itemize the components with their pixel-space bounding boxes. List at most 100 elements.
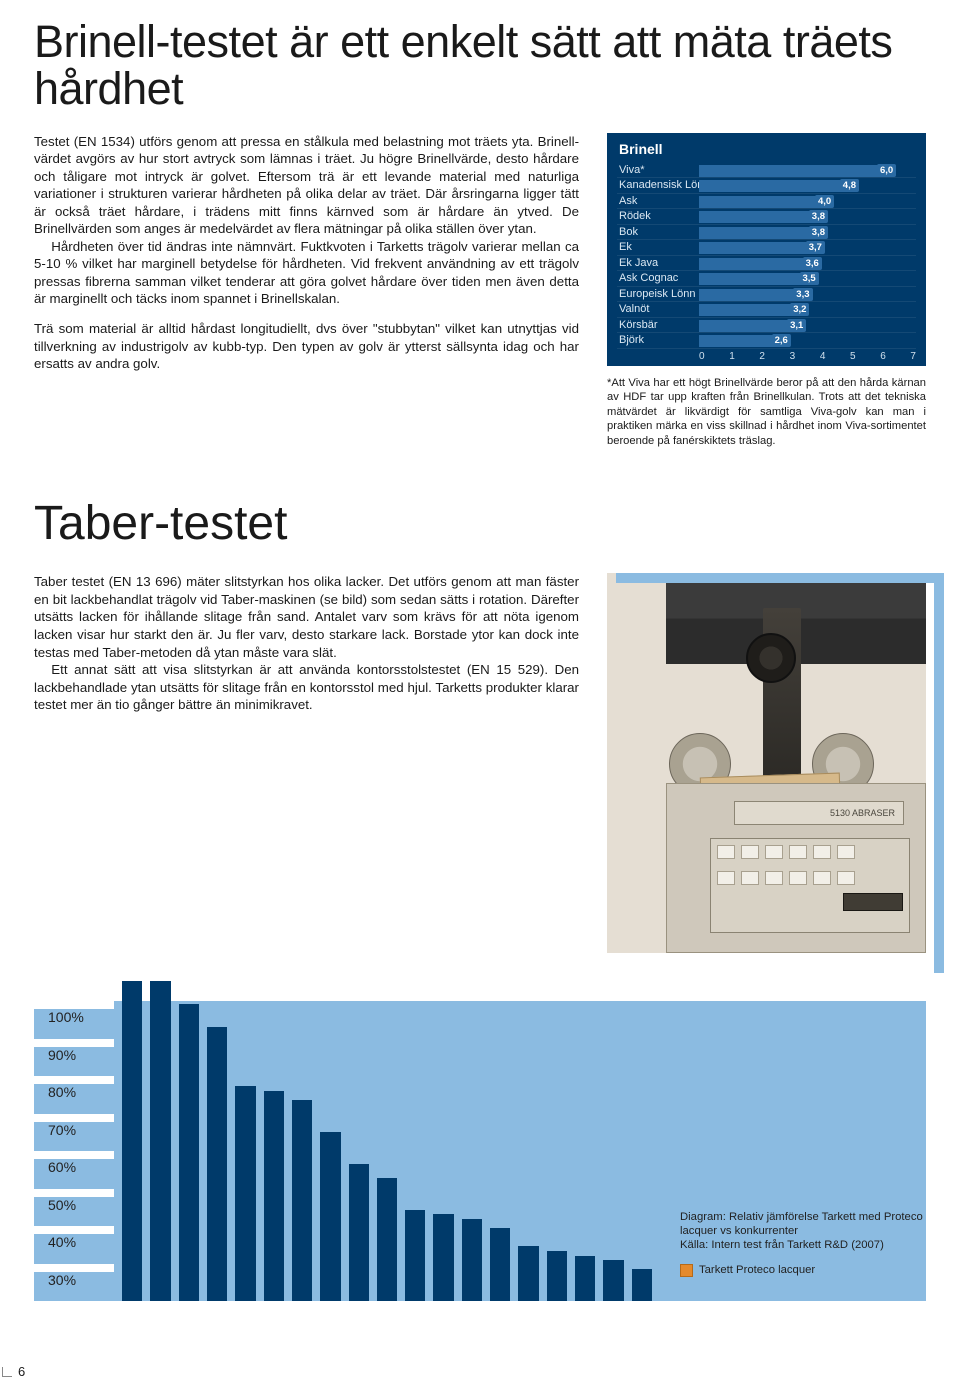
brinell-bar xyxy=(699,180,848,192)
brinell-row: Europeisk Lönn3,3 xyxy=(617,287,916,303)
brinell-row-label: Ask Cognac xyxy=(617,272,699,284)
bottom-bar xyxy=(150,981,170,1301)
brinell-chart-column: Brinell Viva*6,0Kanadensisk Lönn4,8Ask4,… xyxy=(607,133,926,449)
brinell-row: Kanadensisk Lönn4,8 xyxy=(617,178,916,194)
bottom-bar xyxy=(292,1100,312,1301)
brinell-row-label: Bok xyxy=(617,226,699,238)
brinell-footnote: *Att Viva har ett högt Brinellvärde bero… xyxy=(607,376,926,449)
brinell-value: 3,5 xyxy=(800,272,819,285)
bottom-bar xyxy=(433,1214,453,1301)
brinell-row: Bok3,8 xyxy=(617,225,916,241)
brinell-p3: Trä som material är alltid hårdast longi… xyxy=(34,320,579,373)
brinell-row-label: Ek xyxy=(617,241,699,253)
brinell-row: Ek 3,7 xyxy=(617,240,916,256)
brinell-bar-track: 3,3 xyxy=(699,287,916,302)
brinell-row-label: Ask xyxy=(617,195,699,207)
crop-mark-icon xyxy=(2,1367,12,1377)
brinell-bar-track: 6,0 xyxy=(699,163,916,178)
brinell-value: 6,0 xyxy=(877,164,896,177)
brinell-bar-track: 3,8 xyxy=(699,209,916,224)
bottom-bar xyxy=(575,1256,595,1302)
brinell-rows: Viva*6,0Kanadensisk Lönn4,8Ask4,0Rödek3,… xyxy=(617,163,916,349)
brinell-value: 3,7 xyxy=(806,241,825,254)
brinell-bar-track: 3,7 xyxy=(699,240,916,255)
y-tick: 60% xyxy=(34,1151,114,1189)
brinell-bar xyxy=(699,289,801,301)
brinell-chart-title: Brinell xyxy=(617,141,916,157)
brinell-x-tick: 4 xyxy=(820,351,826,362)
legend-line: Källa: Intern test från Tarkett R&D (200… xyxy=(680,1238,930,1252)
brinell-value: 2,6 xyxy=(772,334,791,347)
bottom-bar xyxy=(122,981,142,1301)
brinell-row: Viva* 6,0 xyxy=(617,163,916,179)
brinell-row: Ask 4,0 xyxy=(617,194,916,210)
brinell-row: Ask Cognac 3,5 xyxy=(617,271,916,287)
bottom-bar xyxy=(377,1178,397,1301)
page-title: Brinell-testet är ett enkelt sätt att mä… xyxy=(34,18,926,113)
taber-row: Taber testet (EN 13 696) mäter slitstyrk… xyxy=(34,573,926,953)
brinell-row-label: Kanadensisk Lönn xyxy=(617,179,699,191)
brinell-bar-track: 3,2 xyxy=(699,302,916,317)
brinell-text-column: Testet (EN 1534) utförs genom att pressa… xyxy=(34,133,579,449)
brinell-row-label: Rödek xyxy=(617,210,699,222)
brinell-row-label: Valnöt xyxy=(617,303,699,315)
brinell-row: Ek Java3,6 xyxy=(617,256,916,272)
brinell-value: 3,2 xyxy=(790,303,809,316)
brinell-bar-track: 2,6 xyxy=(699,333,916,348)
brinell-x-tick: 3 xyxy=(790,351,796,362)
bottom-bar xyxy=(207,1027,227,1301)
y-tick: 30% xyxy=(34,1264,114,1302)
bottom-bar xyxy=(179,1004,199,1301)
brinell-row-label: Ek Java xyxy=(617,257,699,269)
brinell-bar xyxy=(699,227,817,239)
bottom-bar xyxy=(518,1246,538,1301)
machine-badge: 5130 ABRASER xyxy=(734,801,904,825)
y-tick: 80% xyxy=(34,1076,114,1114)
legend-swatch-icon xyxy=(680,1264,693,1277)
y-tick: 50% xyxy=(34,1189,114,1227)
bottom-bar xyxy=(490,1228,510,1301)
taber-text: Taber testet (EN 13 696) mäter slitstyrk… xyxy=(34,573,579,953)
brinell-row-label: Viva* xyxy=(617,164,699,176)
brinell-bar-track: 3,8 xyxy=(699,225,916,240)
bottom-bar xyxy=(547,1251,567,1301)
page-number: 6 xyxy=(18,1364,25,1379)
brinell-row: Körsbär3,1 xyxy=(617,318,916,334)
brinell-x-tick: 0 xyxy=(699,351,705,362)
bottom-bar xyxy=(632,1269,652,1301)
brinell-x-tick: 6 xyxy=(880,351,886,362)
bottom-bar xyxy=(235,1086,255,1301)
bottom-bar xyxy=(603,1260,623,1301)
brinell-x-tick: 2 xyxy=(759,351,765,362)
brinell-bar-track: 3,1 xyxy=(699,318,916,333)
brinell-row-label: Körsbär xyxy=(617,319,699,331)
taber-p2: Ett annat sätt att visa slitstyrkan är a… xyxy=(34,661,579,714)
brinell-bar xyxy=(699,165,885,177)
legend-line: Diagram: Relativ jämförelse Tarkett med … xyxy=(680,1210,930,1239)
brinell-bar xyxy=(699,273,808,285)
brinell-bar-track: 4,0 xyxy=(699,194,916,209)
brinell-p2: Hårdheten över tid ändras inte nämnvärt.… xyxy=(34,238,579,308)
brinell-chart: Brinell Viva*6,0Kanadensisk Lönn4,8Ask4,… xyxy=(607,133,926,366)
brinell-row: Rödek 3,8 xyxy=(617,209,916,225)
taber-p1: Taber testet (EN 13 696) mäter slitstyrk… xyxy=(34,573,579,661)
brinell-bar-track: 3,6 xyxy=(699,256,916,271)
bottom-chart-bars xyxy=(122,981,652,1301)
brinell-x-tick: 7 xyxy=(910,351,916,362)
y-tick: 100% xyxy=(34,1001,114,1039)
brinell-row: Björk2,6 xyxy=(617,333,916,349)
brinell-bar-track: 4,8 xyxy=(699,178,916,193)
bottom-chart-yaxis: 100%90%80%70%60%50%40%30% xyxy=(34,1001,114,1301)
top-columns: Testet (EN 1534) utförs genom att pressa… xyxy=(34,133,926,449)
y-tick: 70% xyxy=(34,1114,114,1152)
brinell-bar xyxy=(699,335,780,347)
brinell-value: 3,3 xyxy=(793,288,812,301)
brinell-bar xyxy=(699,242,814,254)
bottom-bar xyxy=(462,1219,482,1301)
bottom-bar xyxy=(349,1164,369,1301)
taber-heading: Taber-testet xyxy=(34,496,926,551)
y-tick: 90% xyxy=(34,1039,114,1077)
brinell-value: 4,0 xyxy=(815,195,834,208)
y-tick: 40% xyxy=(34,1226,114,1264)
brinell-value: 3,8 xyxy=(809,210,828,223)
